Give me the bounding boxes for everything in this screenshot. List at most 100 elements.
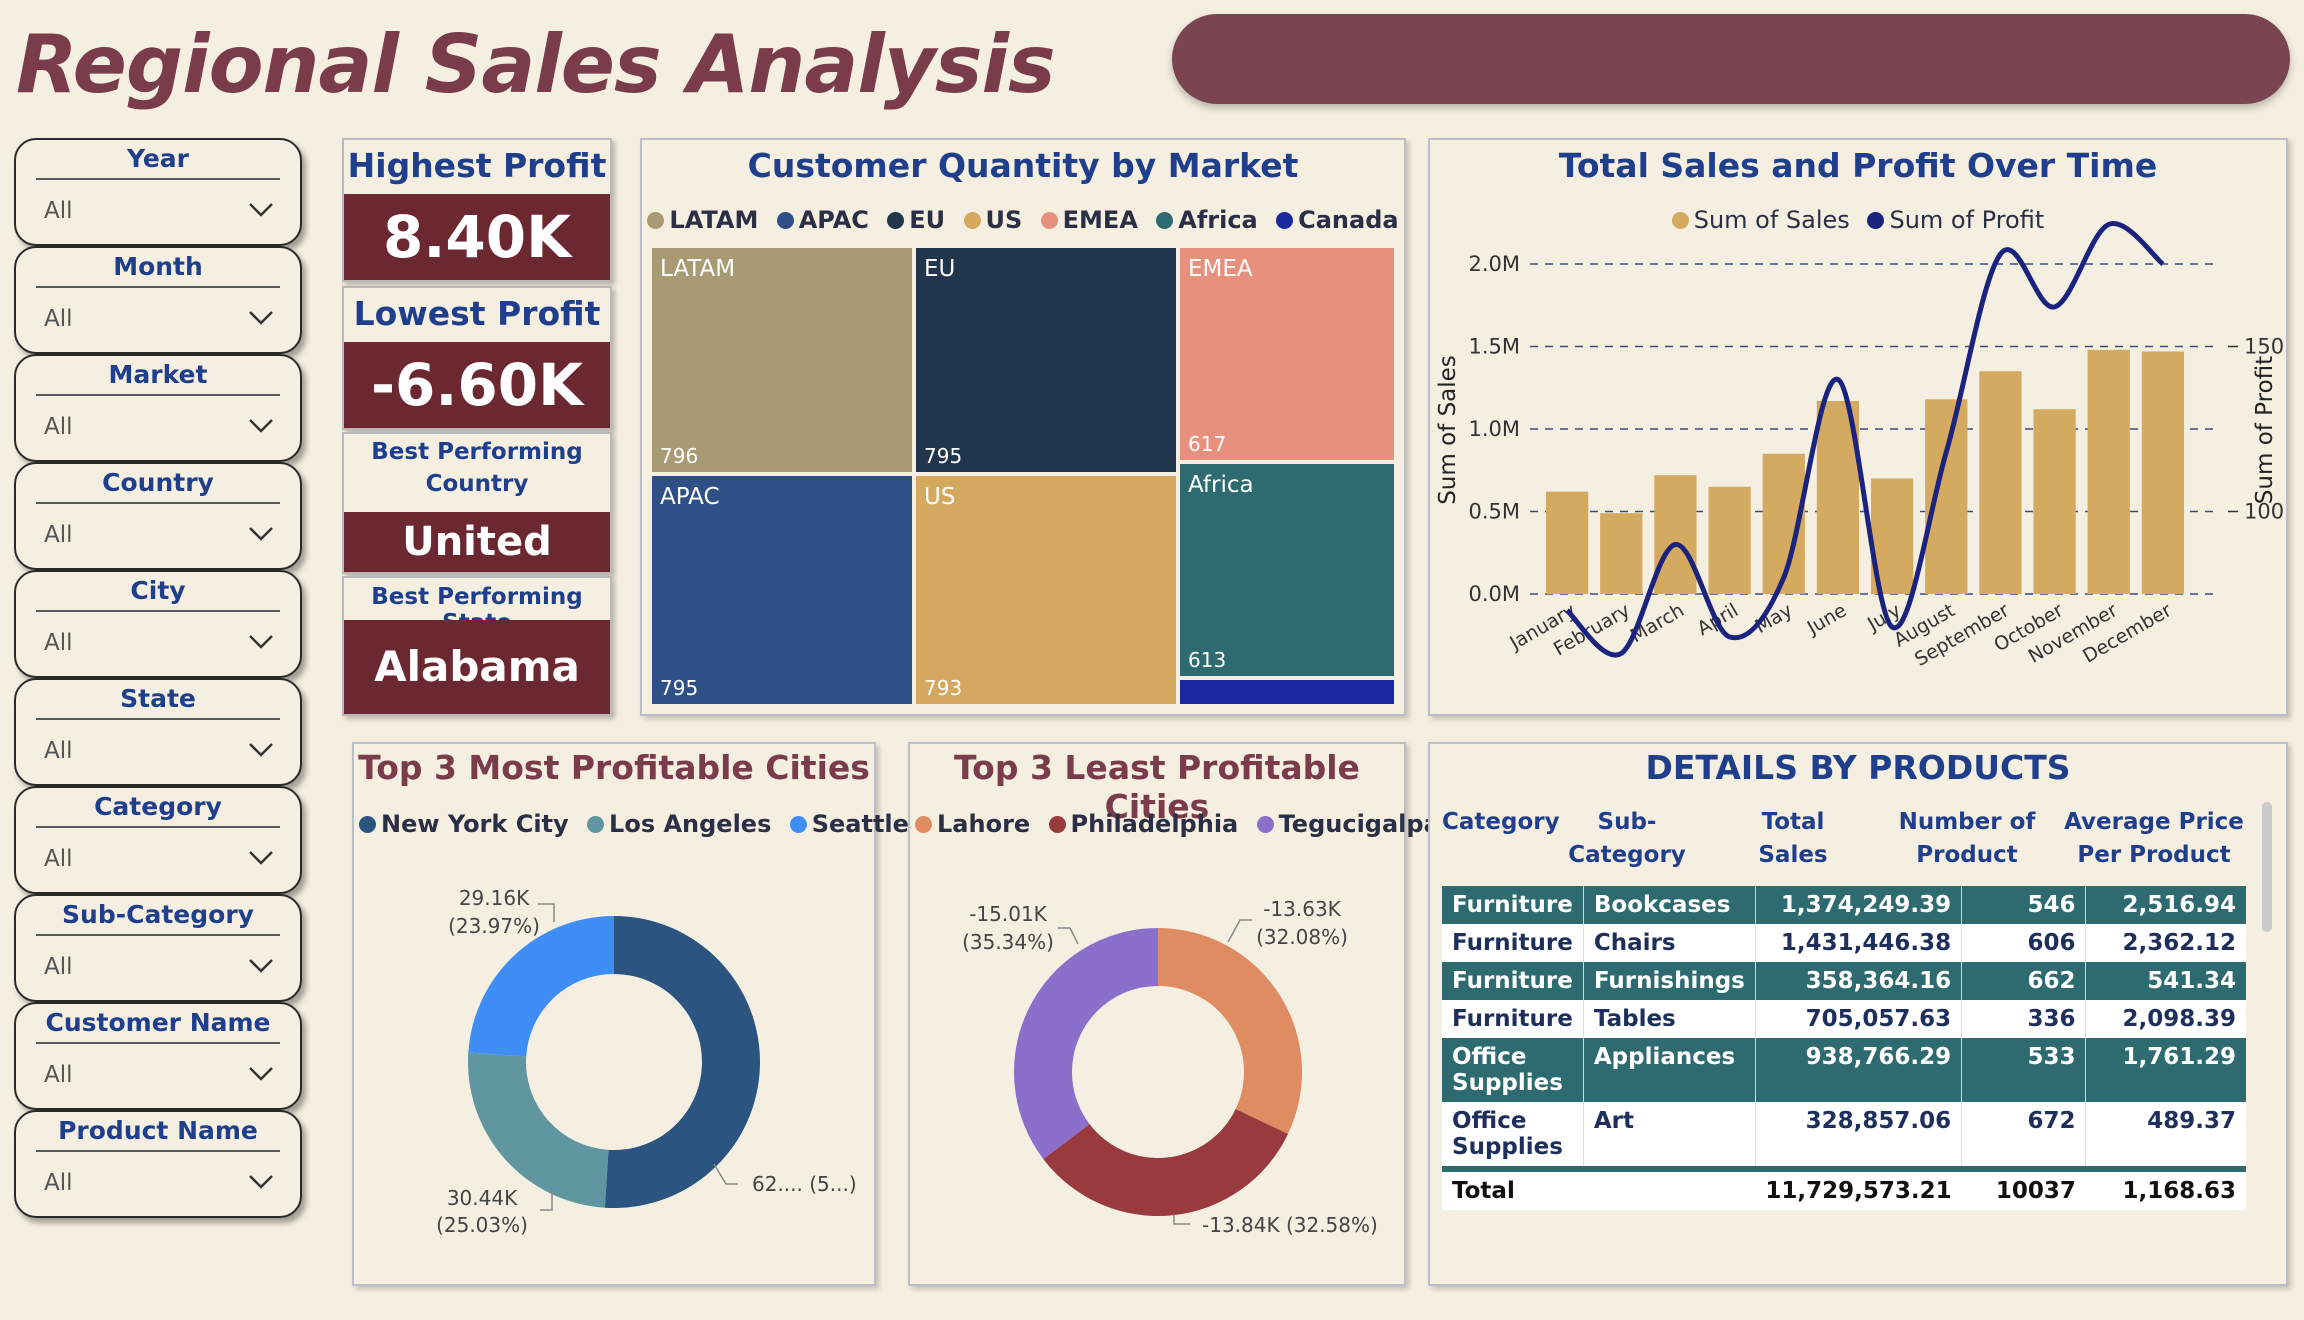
slicer-label: Country [102, 468, 214, 497]
chevron-down-icon[interactable] [248, 1174, 274, 1190]
treemap-title: Customer Quantity by Market [747, 146, 1299, 185]
table-row[interactable]: Furniture Furnishings 358,364.16 662 541.… [1442, 962, 2246, 1000]
combo-legend: Sum of Sales Sum of Profit [1430, 206, 2286, 234]
treemap-tile-emea[interactable]: EMEA 617 [1180, 248, 1394, 460]
treemap-legend: LATAM APAC EU US EMEA Africa Canada [642, 206, 1404, 234]
chevron-down-icon[interactable] [248, 742, 274, 758]
legend-item[interactable]: Canada [1276, 206, 1399, 234]
chevron-down-icon[interactable] [248, 958, 274, 974]
least-profitable-panel: Top 3 Least Profitable Cities Lahore Phi… [908, 742, 1440, 1286]
slicer-city[interactable]: City All [14, 570, 302, 678]
chevron-down-icon[interactable] [248, 202, 274, 218]
sales-bar[interactable] [1654, 475, 1697, 594]
chevron-down-icon[interactable] [248, 418, 274, 434]
table-row[interactable]: Furniture Bookcases 1,374,249.39 546 2,51… [1442, 886, 2246, 924]
legend-item[interactable]: Seattle [789, 810, 909, 838]
sales-bar[interactable] [1600, 513, 1643, 594]
legend-dot-icon [789, 816, 807, 833]
header-category[interactable]: Category [1442, 809, 1560, 835]
legend-item[interactable]: New York City [359, 810, 569, 838]
slicer-state[interactable]: State All [14, 678, 302, 786]
slicer-market[interactable]: Market All [14, 354, 302, 462]
chevron-down-icon[interactable] [248, 526, 274, 542]
donut-slice[interactable] [1043, 1109, 1288, 1216]
header-sub-category[interactable]: Sub-Category [1568, 809, 1686, 868]
donut-slice[interactable] [1014, 928, 1158, 1160]
left-tick-label: 0.0M [1468, 582, 1520, 606]
slicer-month[interactable]: Month All [14, 246, 302, 354]
legend-item[interactable]: EMEA [1040, 206, 1138, 234]
slice-label: 29.16K [459, 886, 530, 910]
legend-item[interactable]: Sum of Sales [1671, 206, 1850, 234]
sales-bar[interactable] [2087, 349, 2130, 594]
left-axis-label: Sum of Sales [1435, 355, 1461, 505]
header-number-of-product[interactable]: Number of Product [1898, 809, 2036, 868]
details-table: Furniture Bookcases 1,374,249.39 546 2,51… [1442, 886, 2246, 1210]
chevron-down-icon[interactable] [248, 850, 274, 866]
slicer-country[interactable]: Country All [14, 462, 302, 570]
legend-item[interactable]: Los Angeles [587, 810, 771, 838]
chevron-down-icon[interactable] [248, 1066, 274, 1082]
slicer-value: All [44, 198, 73, 224]
header-banner [1172, 14, 2290, 104]
donut-slice[interactable] [1158, 928, 1302, 1134]
treemap-tile-canada[interactable] [1180, 680, 1394, 704]
slice-label: 30.44K [447, 1186, 518, 1210]
table-row[interactable]: Office Supplies Art 328,857.06 672 489.37 [1442, 1102, 2246, 1169]
legend-dot-icon [1867, 212, 1885, 229]
sales-bar[interactable] [1925, 399, 1968, 594]
table-row[interactable]: Office Supplies Appliances 938,766.29 533… [1442, 1038, 2246, 1102]
legend-item[interactable]: APAC [776, 206, 869, 234]
table-row[interactable]: Furniture Tables 705,057.63 336 2,098.39 [1442, 1000, 2246, 1038]
treemap-panel: Customer Quantity by Market LATAM APAC E… [640, 138, 1406, 716]
header-average-price[interactable]: Average Price Per Product [2064, 809, 2244, 868]
slice-label: -13.63K [1263, 897, 1341, 921]
most-profitable-panel: Top 3 Most Profitable Cities New York Ci… [352, 742, 909, 1286]
slicer-label: City [130, 576, 186, 605]
legend-item[interactable]: EU [887, 206, 945, 234]
treemap-tile-eu[interactable]: EU 795 [916, 248, 1176, 472]
legend-item[interactable]: Philadelphia [1048, 810, 1238, 838]
donut-slice[interactable] [604, 916, 760, 1208]
legend-item[interactable]: LATAM [647, 206, 758, 234]
treemap-tile-africa[interactable]: Africa 613 [1180, 464, 1394, 676]
sales-bar[interactable] [2141, 351, 2185, 594]
legend-item[interactable]: US [963, 206, 1022, 234]
slicer-value: All [44, 846, 73, 872]
treemap-tile-us[interactable]: US 793 [916, 476, 1176, 704]
slicer-value: All [44, 1170, 73, 1196]
slicer-value: All [44, 522, 73, 548]
treemap-tile-latam[interactable]: LATAM 796 [652, 248, 912, 472]
chevron-down-icon[interactable] [248, 634, 274, 650]
legend-item[interactable]: Lahore [915, 810, 1030, 838]
profit-line[interactable] [1565, 221, 2165, 658]
chevron-down-icon[interactable] [248, 310, 274, 326]
table-row[interactable]: Furniture Chairs 1,431,446.38 606 2,362.1… [1442, 924, 2246, 962]
treemap-tile-apac[interactable]: APAC 795 [652, 476, 912, 704]
slicer-customer-name[interactable]: Customer Name All [14, 1002, 302, 1110]
slice-label: (35.34%) [962, 930, 1054, 954]
slicer-sub-category[interactable]: Sub-Category All [14, 894, 302, 1002]
slicer-category[interactable]: Category All [14, 786, 302, 894]
legend-item[interactable]: Africa [1156, 206, 1258, 234]
kpi-highest-profit: Highest Profit 8.40K [342, 138, 612, 282]
slicer-value: All [44, 414, 73, 440]
header-total-sales[interactable]: Total Sales [1758, 809, 1828, 868]
slicer-value: All [44, 630, 73, 656]
donut-slice[interactable] [468, 916, 614, 1057]
donut-slice[interactable] [468, 1052, 609, 1208]
sales-bar[interactable] [1545, 491, 1589, 594]
slicer-product-name[interactable]: Product Name All [14, 1110, 302, 1218]
legend-dot-icon [1256, 816, 1274, 833]
sales-bar[interactable] [1708, 486, 1751, 594]
slicer-label: Sub-Category [62, 900, 254, 929]
legend-dot-icon [647, 212, 665, 229]
legend-item[interactable]: Sum of Profit [1867, 206, 2044, 234]
sales-bar[interactable] [1979, 371, 2022, 594]
left-tick-label: 1.0M [1468, 417, 1520, 441]
legend-item[interactable]: Tegucigalpa [1256, 810, 1440, 838]
slicer-label: Customer Name [45, 1008, 271, 1037]
sales-bar[interactable] [2033, 409, 2076, 594]
table-scrollbar[interactable] [2262, 802, 2272, 932]
slicer-year[interactable]: Year All [14, 138, 302, 246]
